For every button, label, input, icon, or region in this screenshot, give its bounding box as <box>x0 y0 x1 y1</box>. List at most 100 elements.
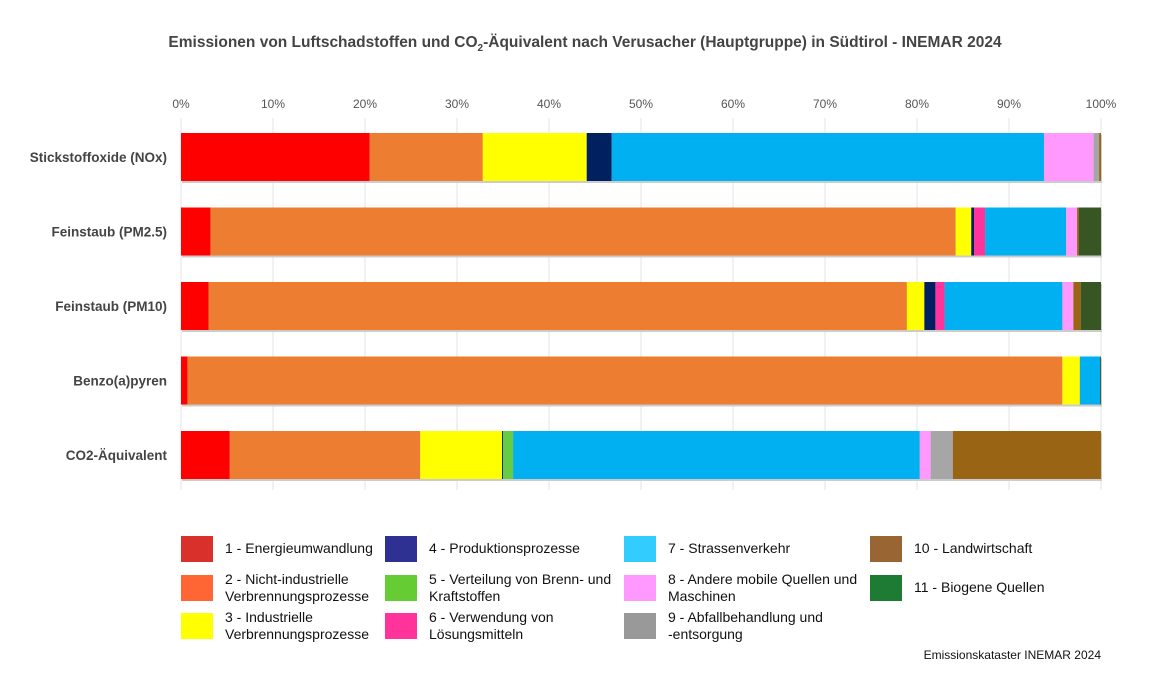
bar-segment-1 <box>181 356 188 405</box>
x-tick-label: 100% <box>1086 97 1117 111</box>
category-label: Benzo(a)pyren <box>73 374 167 389</box>
bar-segment-9 <box>930 431 953 479</box>
legend-label: 4 - Produktionsprozesse <box>429 540 580 557</box>
legend-label-line: 1 - Energieumwandlung <box>225 540 373 556</box>
bar-segment-10 <box>1073 282 1081 330</box>
legend-swatch <box>385 536 417 562</box>
bar-segment-7 <box>985 207 1067 256</box>
bar-segment-6 <box>974 207 986 256</box>
bar-segment-7 <box>513 431 920 479</box>
bar-segment-9 <box>1093 133 1100 181</box>
bar-segment-3 <box>1062 356 1080 405</box>
legend-label-line: Verbrennungsprozesse <box>225 626 369 642</box>
x-tick-label: 0% <box>172 97 190 111</box>
plot-area: 0% 10% 20% 30% 40% 50% 60% 70% 80% 90% 100% Stickst… <box>30 97 1117 490</box>
bar-segment-2 <box>187 356 1063 405</box>
bar-segment-5 <box>503 431 514 479</box>
bar-segment-1 <box>181 431 230 479</box>
legend-swatch <box>624 613 656 639</box>
bar-segment-4 <box>502 431 503 479</box>
legend-label-line: 3 - Industrielle <box>225 609 313 625</box>
bar-segment-11 <box>1100 356 1101 405</box>
title-text-rest: -Äquivalent nach Verusacher (Hauptgruppe… <box>483 34 1002 51</box>
legend-label: 1 - Energieumwandlung <box>225 540 373 557</box>
bar-segment-11 <box>1080 282 1101 330</box>
legend-swatch <box>181 613 213 639</box>
legend-label: 7 - Strassenverkehr <box>668 540 790 557</box>
legend-label-line: -entsorgung <box>668 626 743 642</box>
legend-label-line: 8 - Andere mobile Quellen und <box>668 571 858 587</box>
bar-segment-7 <box>944 282 1063 330</box>
legend-label-line: 4 - Produktionsprozesse <box>429 540 580 556</box>
legend-swatch <box>385 575 417 601</box>
bar-segment-7 <box>611 133 1044 181</box>
legend-label: 5 - Verteilung von Brenn- und Kraftstoffe… <box>429 571 611 605</box>
bar-segment-10 <box>952 431 1101 479</box>
legend-swatch <box>181 536 213 562</box>
x-tick-label: 90% <box>997 97 1021 111</box>
legend-label: 10 - Landwirtschaft <box>914 540 1032 557</box>
legend-label-line: 5 - Verteilung von Brenn- und <box>429 571 612 587</box>
title-text: Emissionen von Luftschadstoffen und CO <box>168 34 478 51</box>
x-tick-label: 20% <box>353 97 377 111</box>
bar-segment-8 <box>1066 207 1078 256</box>
legend-item: 4 - Produktionsprozesse <box>385 536 580 562</box>
legend-swatch <box>870 536 902 562</box>
legend-item: 9 - Abfallbehandlung und -entsorgung <box>624 609 823 643</box>
legend-item: 2 - Nicht-industrielle Verbrennungsprozes… <box>181 571 369 605</box>
bar-segment-4 <box>971 207 975 256</box>
source-note: Emissionskataster INEMAR 2024 <box>923 648 1101 662</box>
legend-item: 10 - Landwirtschaft <box>870 536 1032 562</box>
legend-item: 11 - Biogene Quellen <box>870 575 1045 601</box>
legend-label-line: 6 - Verwendung von <box>429 609 554 625</box>
x-tick-label: 40% <box>537 97 561 111</box>
bar-segment-1 <box>181 133 370 181</box>
category-label: Feinstaub (PM2.5) <box>51 225 167 240</box>
legend-label-line: Lösungsmitteln <box>429 626 524 642</box>
bar-segment-3 <box>955 207 972 256</box>
chart-title: Emissionen von Luftschadstoffen und CO2-… <box>0 34 1170 54</box>
bar-segment-2 <box>369 133 483 181</box>
bar-segment-6 <box>935 282 945 330</box>
legend-label: 11 - Biogene Quellen <box>914 579 1045 596</box>
bar-segment-10 <box>1099 133 1101 181</box>
category-label: Stickstoffoxide (NOx) <box>30 150 167 165</box>
x-tick-label: 60% <box>721 97 745 111</box>
bar-segment-8 <box>1062 282 1074 330</box>
legend-item: 1 - Energieumwandlung <box>181 536 373 562</box>
bar-segment-10 <box>1077 207 1079 256</box>
x-tick-label: 50% <box>629 97 653 111</box>
legend-label: 2 - Nicht-industrielle Verbrennungsprozes… <box>225 571 369 605</box>
legend-label: 6 - Verwendung von Lösungsmitteln <box>429 609 554 643</box>
bar-segment-4 <box>586 133 612 181</box>
legend-label-line: 10 - Landwirtschaft <box>914 540 1033 556</box>
title-subscript: 2 <box>477 43 484 55</box>
legend-swatch <box>624 575 656 601</box>
legend-item: 7 - Strassenverkehr <box>624 536 790 562</box>
legend-item: 8 - Andere mobile Quellen und Maschinen <box>624 571 857 605</box>
legend-label-line: 11 - Biogene Quellen <box>914 579 1045 595</box>
bar-segment-1 <box>181 282 209 330</box>
bar-segment-11 <box>1078 207 1101 256</box>
legend-label-line: 9 - Abfallbehandlung und <box>668 609 823 625</box>
legend-label-line: Maschinen <box>668 588 736 604</box>
legend-label: 9 - Abfallbehandlung und -entsorgung <box>668 609 823 643</box>
bar-segment-3 <box>420 431 503 479</box>
legend-label-line: 2 - Nicht-industrielle <box>225 571 349 587</box>
legend-swatch <box>181 575 213 601</box>
bar-segment-8 <box>919 431 931 479</box>
legend-swatch <box>624 536 656 562</box>
bar-segment-3 <box>482 133 587 181</box>
legend-swatch <box>870 575 902 601</box>
bar-segment-1 <box>181 207 211 256</box>
bar-segment-3 <box>906 282 925 330</box>
bar-segment-4 <box>924 282 936 330</box>
legend-label: 3 - Industrielle Verbrennungsprozesse <box>225 609 369 643</box>
bar-segment-2 <box>229 431 421 479</box>
legend-label-line: Kraftstoffen <box>429 588 501 604</box>
category-label: Feinstaub (PM10) <box>55 299 167 314</box>
legend-label: 8 - Andere mobile Quellen und Maschinen <box>668 571 857 605</box>
bar-segment-2 <box>208 282 907 330</box>
legend-item: 5 - Verteilung von Brenn- und Kraftstoffe… <box>385 571 611 605</box>
